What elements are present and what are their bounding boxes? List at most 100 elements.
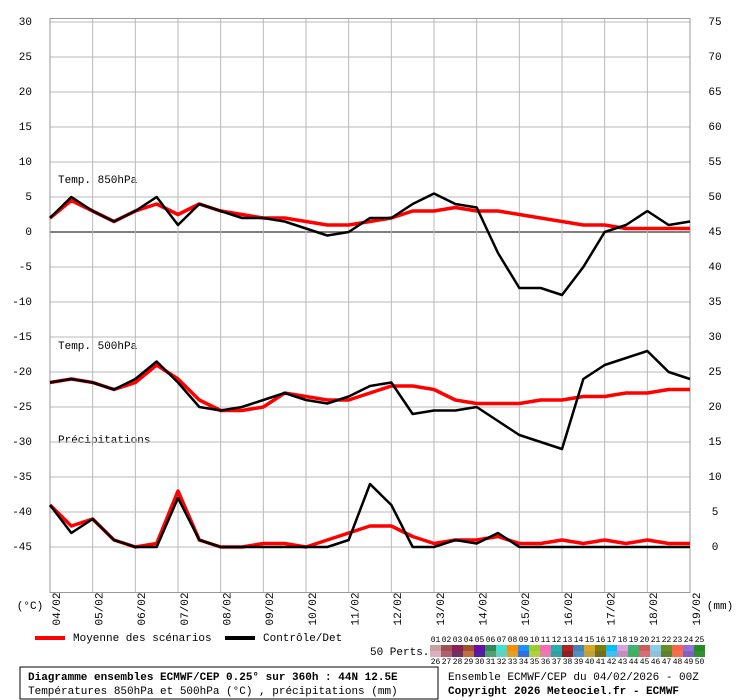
x-tick-label: 11/02 — [351, 592, 363, 625]
perturbation-label: 11 — [541, 636, 551, 645]
perturbation-label: 04 — [464, 636, 474, 645]
perturbation-swatch — [650, 651, 661, 657]
chart-title: Diagramme ensembles ECMWF/CEP 0.25° sur … — [28, 672, 398, 684]
perturbation-label: 26 — [431, 658, 441, 667]
x-tick-label: 04/02 — [52, 592, 64, 625]
x-tick-label: 05/02 — [95, 592, 107, 625]
perturbation-swatch — [672, 645, 683, 651]
y2-tick-label: 5 — [712, 507, 719, 519]
perturbation-swatch — [573, 651, 584, 657]
plot-area — [50, 18, 690, 593]
perturbation-swatch — [661, 645, 672, 651]
y-axis-label: (°C) — [17, 601, 43, 613]
x-tick-label: 15/02 — [521, 592, 533, 625]
y-tick-label: -45 — [12, 542, 32, 554]
y2-tick-label: 70 — [708, 52, 721, 64]
x-tick-label: 10/02 — [308, 592, 320, 625]
perturbation-swatch — [617, 645, 628, 651]
perturbation-swatch — [595, 645, 606, 651]
perturbation-label: 22 — [662, 636, 672, 645]
perturbation-swatch — [584, 645, 595, 651]
perturbation-label: 30 — [475, 658, 485, 667]
perturbation-label: 35 — [530, 658, 540, 667]
chart-subtitle: Températures 850hPa et 500hPa (°C) , pré… — [28, 686, 398, 698]
y-tick-label: -10 — [12, 297, 32, 309]
perturbation-label: 45 — [640, 658, 650, 667]
perturbation-swatch — [452, 651, 463, 657]
perturbation-swatch — [507, 651, 518, 657]
y2-tick-label: 0 — [712, 542, 719, 554]
perturbation-swatch — [551, 651, 562, 657]
perturbation-label: 44 — [629, 658, 639, 667]
perturbation-swatch — [463, 651, 474, 657]
x-tick-label: 17/02 — [607, 592, 619, 625]
perturbation-label: 19 — [629, 636, 639, 645]
y2-tick-label: 55 — [708, 157, 721, 169]
perturbation-label: 42 — [607, 658, 617, 667]
perturbation-swatch — [452, 645, 463, 651]
perturbation-label: 27 — [442, 658, 452, 667]
perturbation-label: 49 — [684, 658, 694, 667]
x-tick-label: 16/02 — [564, 592, 576, 625]
perturbation-label: 46 — [651, 658, 661, 667]
perturbation-label: 38 — [563, 658, 573, 667]
perturbation-swatch — [518, 645, 529, 651]
panel-label: Temp. 500hPa — [58, 341, 138, 353]
perturbation-label: 10 — [530, 636, 540, 645]
x-tick-label: 09/02 — [265, 592, 277, 625]
y2-tick-label: 40 — [708, 262, 721, 274]
perturbation-label: 40 — [585, 658, 595, 667]
perturbation-swatch — [485, 651, 496, 657]
perturbation-label: 13 — [563, 636, 573, 645]
series-line — [49, 363, 690, 413]
perturbation-swatch — [595, 651, 606, 657]
perturbation-swatch — [540, 645, 551, 651]
perturbation-label: 15 — [585, 636, 595, 645]
perturbation-label: 41 — [596, 658, 606, 667]
perturbation-label: 50 — [695, 658, 705, 667]
perturbation-swatch — [562, 651, 573, 657]
run-info: Ensemble ECMWF/CEP du 04/02/2026 - 00Z — [448, 672, 699, 684]
perturbation-label: 20 — [640, 636, 650, 645]
perturbation-swatch — [628, 651, 639, 657]
y2-tick-label: 35 — [708, 297, 721, 309]
perturbation-label: 47 — [662, 658, 672, 667]
perturbation-swatch — [683, 645, 694, 651]
perturbation-swatch — [496, 651, 507, 657]
perturbation-swatch — [639, 645, 650, 651]
perturbation-swatch — [694, 651, 705, 657]
perturbation-swatch — [628, 645, 639, 651]
perturbation-label: 08 — [508, 636, 518, 645]
y-tick-label: -35 — [12, 472, 32, 484]
y-tick-label: 30 — [19, 17, 32, 29]
x-tick-label: 14/02 — [479, 592, 491, 625]
perturbation-label: 17 — [607, 636, 617, 645]
copyright: Copyright 2026 Meteociel.fr - ECMWF — [448, 686, 679, 698]
perturbation-label: 28 — [453, 658, 463, 667]
perturbation-label: 14 — [574, 636, 584, 645]
x-tick-label: 13/02 — [436, 592, 448, 625]
perturbation-label: 48 — [673, 658, 683, 667]
perturbation-swatch — [551, 645, 562, 651]
perturbation-label: 33 — [508, 658, 518, 667]
perturbation-swatch — [474, 651, 485, 657]
perturbation-label: 37 — [552, 658, 562, 667]
perturbation-swatch — [441, 651, 452, 657]
y2-tick-label: 60 — [708, 122, 721, 134]
plot-frame — [49, 18, 691, 593]
perturbation-label: 16 — [596, 636, 606, 645]
perturbation-swatch — [650, 645, 661, 651]
y2-tick-label: 25 — [708, 367, 721, 379]
perturbation-label: 36 — [541, 658, 551, 667]
perturbation-swatch — [540, 651, 551, 657]
perturbation-label: 06 — [486, 636, 496, 645]
y-tick-label: -5 — [19, 262, 32, 274]
perturbation-label: 34 — [519, 658, 529, 667]
perturbation-swatch — [606, 651, 617, 657]
perturbation-swatch — [485, 645, 496, 651]
perturbation-label: 02 — [442, 636, 452, 645]
y-tick-label: -25 — [12, 402, 32, 414]
perturbations-label: 50 Perts. — [370, 647, 429, 659]
x-tick-label: 06/02 — [137, 592, 149, 625]
y-tick-label: 15 — [19, 122, 32, 134]
